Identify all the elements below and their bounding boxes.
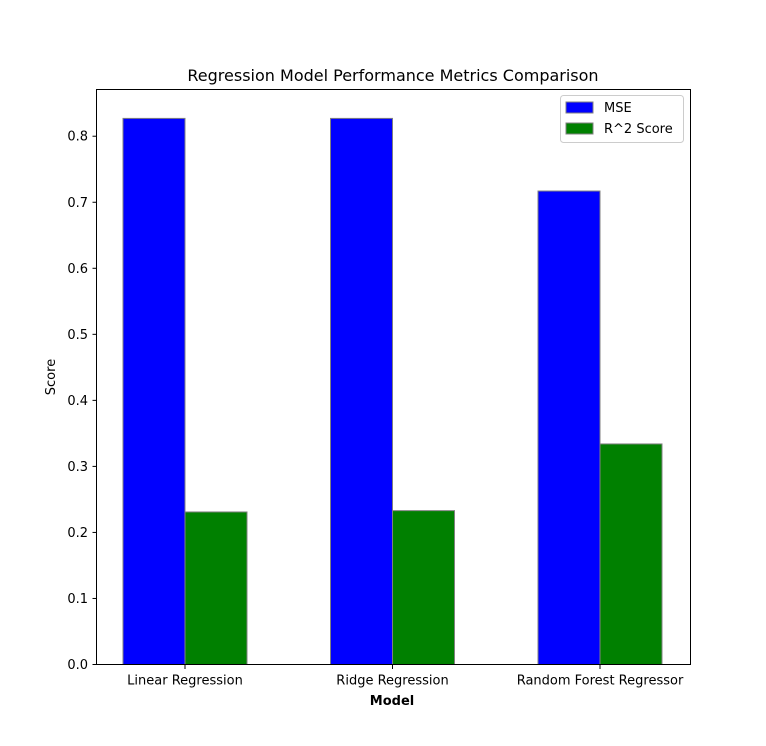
chart-title: Regression Model Performance Metrics Com… xyxy=(187,66,598,85)
bar-r-2-score-random-forest-regressor xyxy=(599,443,663,665)
bar-r-2-score-linear-regression xyxy=(184,511,248,666)
y-axis-ticks: 0.0 0.1 0.2 0.3 0.4 0.5 0.6 0.7 0.8 xyxy=(67,130,97,673)
bar-mse-random-forest-regressor xyxy=(537,190,601,666)
legend: MSE R^2 Score xyxy=(560,95,684,143)
x-tick-label-linear-regression: Linear Regression xyxy=(127,674,243,689)
y-tick-label: 0.6 xyxy=(67,262,88,277)
y-tick-label: 0.8 xyxy=(67,130,88,145)
bar-mse-linear-regression xyxy=(122,117,186,665)
y-tick-label: 0.2 xyxy=(67,526,88,541)
y-tick-label: 0.7 xyxy=(67,196,88,211)
x-tick-label-ridge-regression: Ridge Regression xyxy=(336,674,448,689)
y-tick-label: 0.5 xyxy=(67,328,88,343)
plot-frame xyxy=(96,89,691,665)
y-tick-label: 0.4 xyxy=(67,394,88,409)
legend-swatch-mse xyxy=(565,101,594,114)
y-tick-label: 0.0 xyxy=(67,658,88,673)
x-tick-label-random-forest-regressor: Random Forest Regressor xyxy=(517,674,684,689)
y-tick-label: 0.3 xyxy=(67,460,88,475)
bars-group xyxy=(122,117,663,666)
y-axis-label: Score xyxy=(44,359,59,395)
y-tick-label: 0.1 xyxy=(67,592,88,607)
bar-mse-ridge-regression xyxy=(330,117,393,665)
legend-label-mse: MSE xyxy=(604,101,632,116)
legend-label-r2-score: R^2 Score xyxy=(604,122,673,137)
x-axis-label: Model xyxy=(370,694,414,709)
x-axis-ticks: Linear Regression Ridge Regression Random … xyxy=(127,664,684,689)
bar-r-2-score-ridge-regression xyxy=(392,510,455,665)
legend-swatch-r2-score xyxy=(565,122,594,135)
